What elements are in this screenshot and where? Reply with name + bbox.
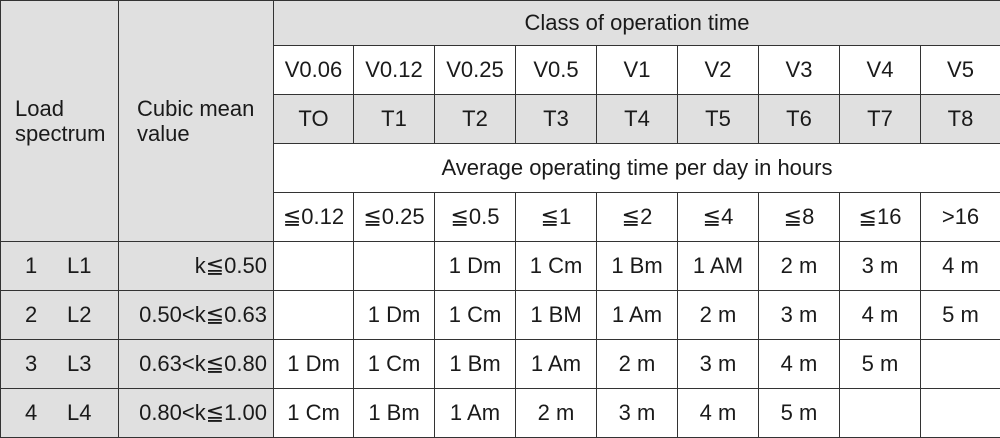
row-code: L1: [67, 253, 91, 278]
t-class-cell: TO: [274, 95, 354, 144]
t-class-cell: T4: [597, 95, 678, 144]
value-cell: 5 m: [840, 340, 921, 389]
value-cell: 1 Am: [435, 389, 516, 438]
cubic-mean-cell: k≦0.50: [119, 242, 274, 291]
t-class-cell: T1: [354, 95, 435, 144]
value-cell: 1 Dm: [354, 291, 435, 340]
hours-cell: >16: [921, 193, 1000, 242]
value-cell: 2 m: [678, 291, 759, 340]
t-class-cell: T2: [435, 95, 516, 144]
cubic-mean-cell: 0.63<k≦0.80: [119, 340, 274, 389]
t-class-cell: T6: [759, 95, 840, 144]
value-cell: [274, 291, 354, 340]
hours-cell: ≦0.5: [435, 193, 516, 242]
value-cell: [840, 389, 921, 438]
value-cell: 4 m: [759, 340, 840, 389]
value-cell: [354, 242, 435, 291]
value-cell: [921, 389, 1000, 438]
value-cell: 2 m: [597, 340, 678, 389]
v-class-cell: V3: [759, 46, 840, 95]
t-class-cell: T7: [840, 95, 921, 144]
class-of-operation-time-header: Class of operation time: [274, 1, 1000, 46]
v-class-cell: V0.12: [354, 46, 435, 95]
value-cell: 1 Bm: [354, 389, 435, 438]
row-code: L4: [67, 400, 91, 425]
value-cell: 1 Am: [516, 340, 597, 389]
value-cell: 1 Cm: [435, 291, 516, 340]
t-class-cell: T3: [516, 95, 597, 144]
value-cell: 3 m: [759, 291, 840, 340]
hours-cell: ≦0.12: [274, 193, 354, 242]
hours-cell: ≦16: [840, 193, 921, 242]
row-number: 4: [25, 401, 67, 425]
row-code: L3: [67, 351, 91, 376]
value-cell: 2 m: [516, 389, 597, 438]
value-cell: [274, 242, 354, 291]
v-class-cell: V0.06: [274, 46, 354, 95]
row-code: L2: [67, 302, 91, 327]
t-class-cell: T8: [921, 95, 1000, 144]
cubic-mean-cell: 0.50<k≦0.63: [119, 291, 274, 340]
row-number: 2: [25, 303, 67, 327]
header-row-class: Load spectrum Cubic mean value Class of …: [1, 1, 1000, 46]
value-cell: 1 Dm: [274, 340, 354, 389]
row-number: 1: [25, 254, 67, 278]
value-cell: 1 Bm: [597, 242, 678, 291]
value-cell: [921, 340, 1000, 389]
v-class-cell: V4: [840, 46, 921, 95]
avg-operating-time-header: Average operating time per day in hours: [274, 144, 1000, 193]
value-cell: 4 m: [678, 389, 759, 438]
load-spectrum-header: Load spectrum: [1, 1, 119, 242]
value-cell: 2 m: [759, 242, 840, 291]
value-cell: 4 m: [921, 242, 1000, 291]
cubic-mean-cell: 0.80<k≦1.00: [119, 389, 274, 438]
value-cell: 1 Am: [597, 291, 678, 340]
hours-cell: ≦2: [597, 193, 678, 242]
value-cell: 1 Cm: [354, 340, 435, 389]
cubic-mean-value-header: Cubic mean value: [119, 1, 274, 242]
value-cell: 1 Cm: [274, 389, 354, 438]
value-cell: 5 m: [759, 389, 840, 438]
row-number: 3: [25, 352, 67, 376]
value-cell: 4 m: [840, 291, 921, 340]
hours-cell: ≦8: [759, 193, 840, 242]
v-class-cell: V0.5: [516, 46, 597, 95]
value-cell: 1 Cm: [516, 242, 597, 291]
hours-cell: ≦0.25: [354, 193, 435, 242]
hours-cell: ≦1: [516, 193, 597, 242]
hours-cell: ≦4: [678, 193, 759, 242]
value-cell: 5 m: [921, 291, 1000, 340]
value-cell: 3 m: [678, 340, 759, 389]
value-cell: 3 m: [840, 242, 921, 291]
v-class-cell: V5: [921, 46, 1000, 95]
v-class-cell: V1: [597, 46, 678, 95]
value-cell: 1 Dm: [435, 242, 516, 291]
value-cell: 1 AM: [678, 242, 759, 291]
v-class-cell: V0.25: [435, 46, 516, 95]
value-cell: 1 BM: [516, 291, 597, 340]
value-cell: 3 m: [597, 389, 678, 438]
v-class-cell: V2: [678, 46, 759, 95]
value-cell: 1 Bm: [435, 340, 516, 389]
t-class-cell: T5: [678, 95, 759, 144]
